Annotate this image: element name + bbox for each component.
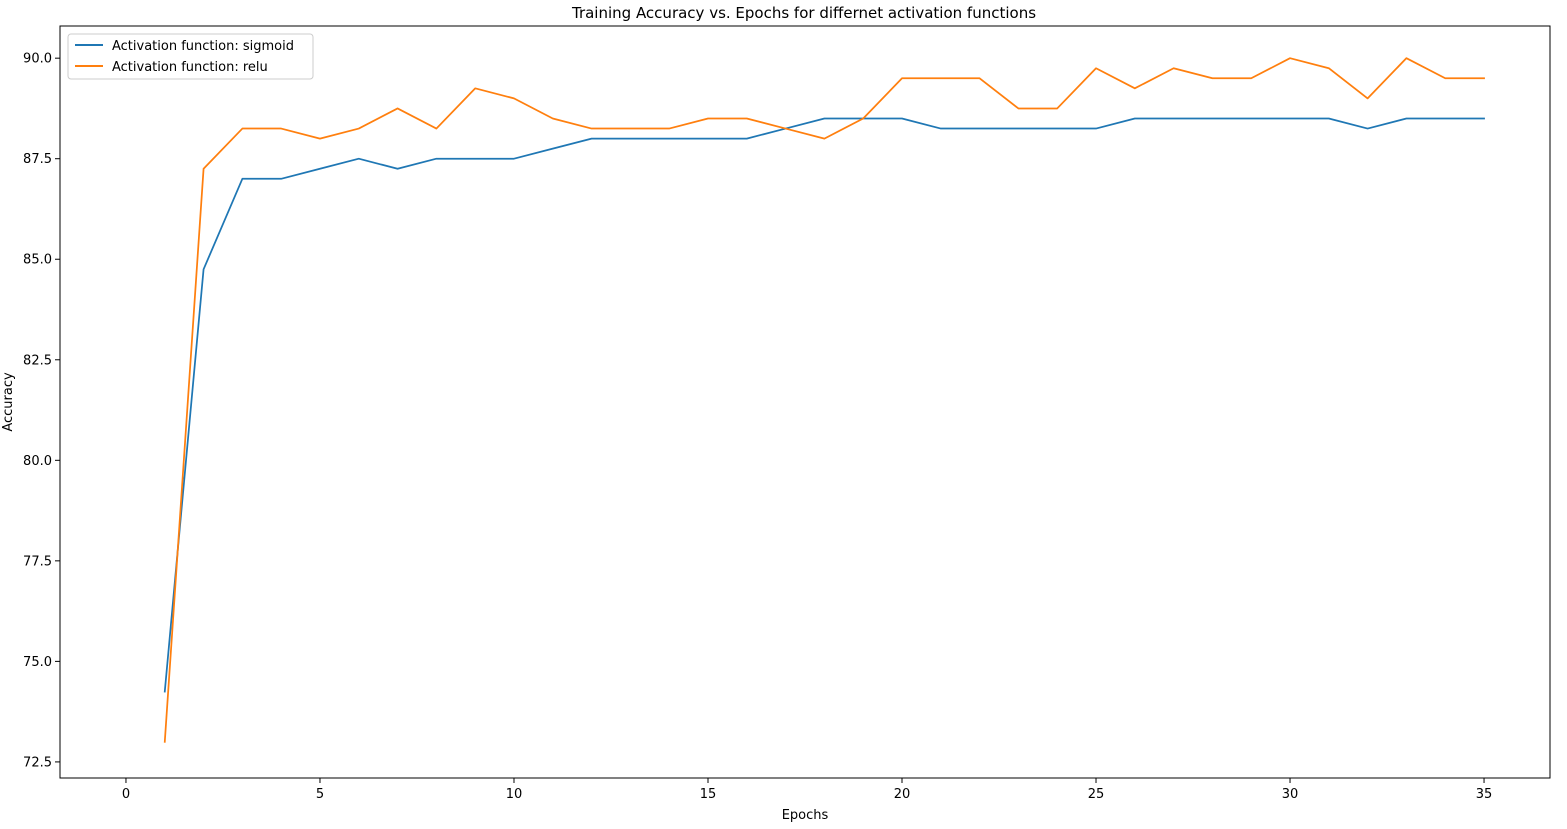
- plot-area: [59, 25, 1551, 779]
- x-tick-label: 35: [1476, 787, 1493, 802]
- x-tick-label: 10: [506, 787, 523, 802]
- legend: Activation function: sigmoid Activation …: [67, 33, 314, 80]
- legend-label-relu: Activation function: relu: [112, 60, 268, 75]
- y-tick-label: 82.5: [23, 353, 52, 368]
- y-axis-label: Accuracy: [1, 372, 16, 432]
- x-tick-label: 20: [894, 787, 911, 802]
- y-tick-label: 72.5: [23, 755, 52, 770]
- series-layer: [163, 57, 1485, 743]
- x-axis-label: Epochs: [782, 808, 829, 823]
- y-tick-label: 87.5: [23, 152, 52, 167]
- y-tick-label: 75.0: [23, 655, 52, 670]
- y-tick-label: 77.5: [23, 554, 52, 569]
- y-axis: 72.5 75.0 77.5 80.0 82.5 85.0 87.5 90.0: [23, 52, 60, 770]
- legend-entry-sigmoid: Activation function: sigmoid: [75, 39, 294, 54]
- x-tick-label: 30: [1282, 787, 1299, 802]
- x-tick-label: 25: [1088, 787, 1105, 802]
- y-tick-label: 80.0: [23, 454, 52, 469]
- legend-box: [67, 33, 314, 80]
- x-tick-label: 0: [122, 787, 130, 802]
- chart-title: Training Accuracy vs. Epochs for differn…: [571, 4, 1036, 22]
- series-line-sigmoid: [163, 117, 1485, 693]
- y-tick-label: 85.0: [23, 253, 52, 268]
- y-tick-label: 90.0: [23, 52, 52, 67]
- plot-frame: [59, 25, 1551, 779]
- x-tick-label: 15: [700, 787, 717, 802]
- series-line-relu: [163, 57, 1485, 743]
- x-axis: 0 5 10 15 20 25 30 35: [122, 778, 1492, 802]
- legend-entry-relu: Activation function: relu: [75, 60, 268, 75]
- legend-label-sigmoid: Activation function: sigmoid: [112, 39, 294, 54]
- x-tick-label: 5: [316, 787, 324, 802]
